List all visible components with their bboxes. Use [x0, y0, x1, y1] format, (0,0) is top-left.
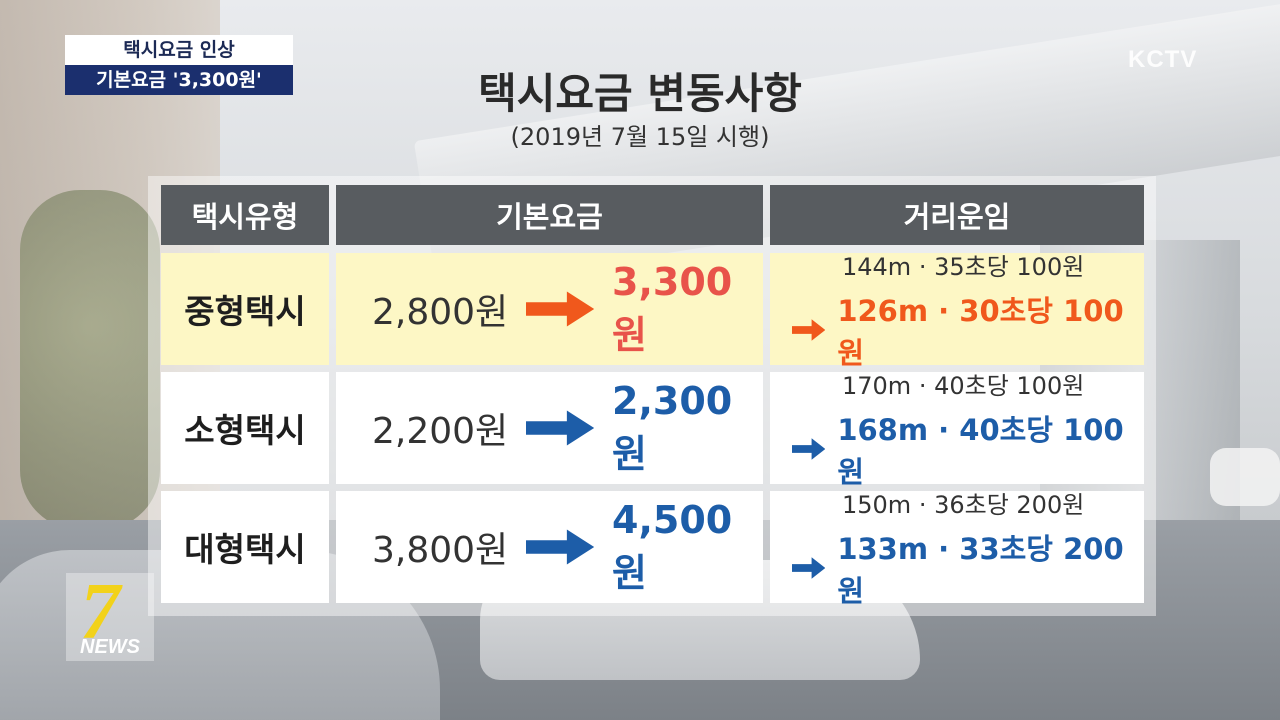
old-distance-fare: 144m · 35초당 100원: [842, 252, 1085, 281]
new-distance-fare: 133m · 33초당 200원: [837, 531, 1124, 608]
new-base-fare: 2,300원: [612, 378, 733, 476]
caption-line-2: 기본요금 '3,300원': [65, 65, 293, 95]
broadcaster-logo: KCTV: [1128, 46, 1198, 73]
news-caption: 택시요금 인상 기본요금 '3,300원': [65, 35, 293, 95]
fare-change: 3,800원 4,500원: [336, 498, 763, 597]
arrow-right-icon: [792, 318, 826, 341]
7news-logo: 7 NEWS: [66, 568, 154, 661]
fare-change: 2,200원 2,300원: [336, 379, 763, 478]
arrow-right-icon: [525, 529, 595, 565]
header-base-fare: 기본요금: [336, 185, 763, 245]
new-distance-fare: 168m · 40초당 100원: [837, 412, 1124, 489]
old-base-fare: 3,800원: [372, 530, 509, 571]
row-base-fare-cell: 3,800원 4,500원: [336, 491, 763, 603]
new-distance-fare-line: 126m · 30초당 100원: [792, 288, 1144, 372]
header-distance-fare: 거리운임: [770, 185, 1144, 245]
taxi-type-label: 소형택시: [184, 411, 306, 450]
row-type-cell: 소형택시: [161, 372, 329, 484]
new-distance-fare-line: 168m · 40초당 100원: [792, 407, 1144, 491]
old-distance-fare: 150m · 36초당 200원: [842, 490, 1085, 519]
old-base-fare: 2,800원: [372, 292, 509, 333]
logo-text: NEWS: [80, 636, 140, 658]
graphic-title: 택시요금 변동사항: [478, 69, 802, 118]
arrow-right-icon: [792, 556, 826, 579]
new-distance-fare: 126m · 30초당 100원: [837, 293, 1124, 370]
arrow-right-icon: [525, 291, 595, 327]
caption-line-1: 택시요금 인상: [65, 35, 293, 65]
tree: [20, 190, 160, 530]
old-base-fare: 2,200원: [372, 411, 509, 452]
new-distance-fare-line: 133m · 33초당 200원: [792, 526, 1144, 610]
taxi-type-label: 중형택시: [184, 292, 306, 331]
row-base-fare-cell: 2,200원 2,300원: [336, 372, 763, 484]
fare-table-panel: 택시유형 기본요금 거리운임 중형택시 2,800원 3,300원 144m ·…: [148, 176, 1156, 616]
row-base-fare-cell: 2,800원 3,300원: [336, 253, 763, 365]
graphic-subtitle: (2019년 7월 15일 시행): [510, 123, 770, 151]
logo-number: 7: [80, 568, 120, 656]
new-base-fare: 4,500원: [612, 497, 733, 595]
arrow-right-icon: [525, 410, 595, 446]
taxi-type-label: 대형택시: [184, 530, 306, 569]
row-distance-fare-cell: 144m · 35초당 100원 126m · 30초당 100원: [770, 253, 1144, 370]
row-distance-fare-cell: 150m · 36초당 200원 133m · 33초당 200원: [770, 491, 1144, 608]
row-type-cell: 대형택시: [161, 491, 329, 603]
header-taxi-type: 택시유형: [161, 185, 329, 245]
car-right: [1210, 448, 1280, 506]
fare-change: 2,800원 3,300원: [336, 260, 763, 359]
arrow-right-icon: [792, 437, 826, 460]
old-distance-fare: 170m · 40초당 100원: [842, 371, 1085, 400]
row-type-cell: 중형택시: [161, 253, 329, 365]
new-base-fare: 3,300원: [612, 259, 733, 357]
row-distance-fare-cell: 170m · 40초당 100원 168m · 40초당 100원: [770, 372, 1144, 489]
